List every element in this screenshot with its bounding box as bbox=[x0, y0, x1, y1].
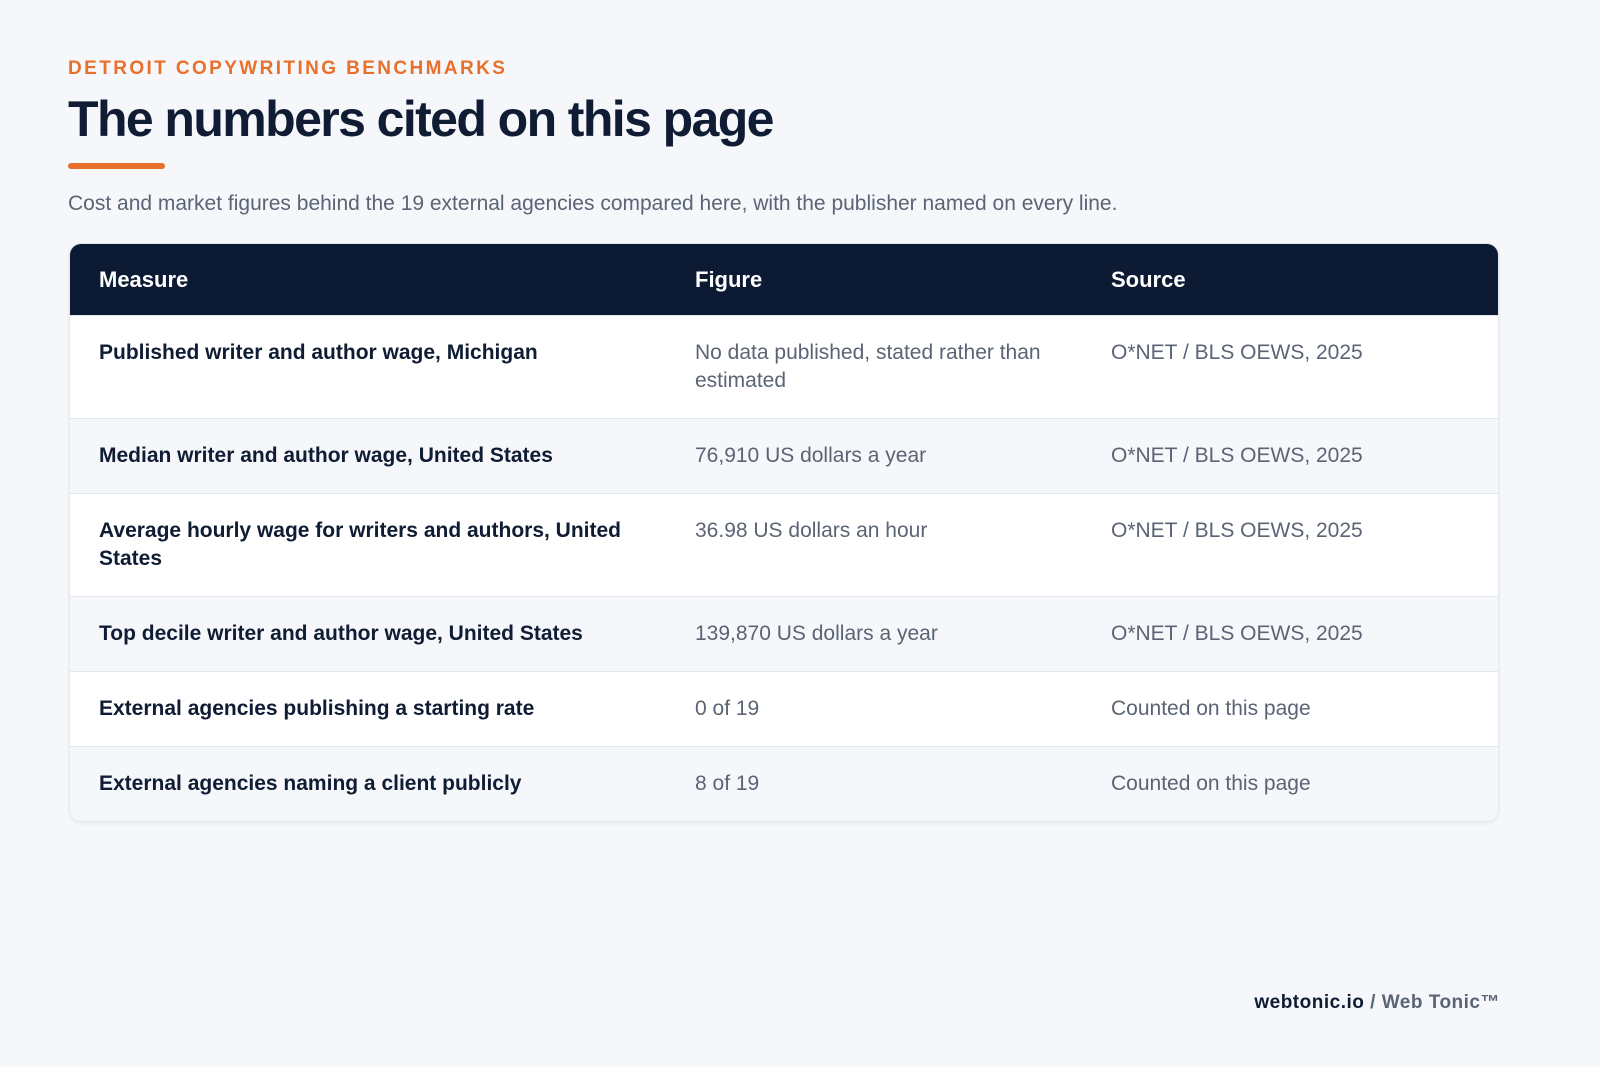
table-cell: O*NET / BLS OEWS, 2025 bbox=[1082, 315, 1498, 419]
table-cell: External agencies publishing a starting … bbox=[70, 671, 666, 747]
table-card: Measure Figure Source Published writer and… bbox=[69, 243, 1499, 822]
table-row: Median writer and author wage, United St… bbox=[70, 418, 1498, 494]
table-cell: No data published, stated rather than es… bbox=[666, 315, 1082, 419]
table-cell: 76,910 US dollars a year bbox=[666, 418, 1082, 494]
table-cell: 0 of 19 bbox=[666, 671, 1082, 747]
table: Measure Figure Source Published writer and… bbox=[70, 244, 1498, 821]
table-row: Average hourly wage for writers and auth… bbox=[70, 493, 1498, 597]
footer-separator: / bbox=[1370, 992, 1376, 1013]
table-row: External agencies publishing a starting … bbox=[70, 671, 1498, 747]
table-cell: Top decile writer and author wage, Unite… bbox=[70, 596, 666, 672]
table-cell: 139,870 US dollars a year bbox=[666, 596, 1082, 672]
accent-rule bbox=[68, 163, 165, 169]
table-cell: O*NET / BLS OEWS, 2025 bbox=[1082, 493, 1498, 597]
footer-site: webtonic.io bbox=[1254, 992, 1365, 1013]
table-cell: O*NET / BLS OEWS, 2025 bbox=[1082, 596, 1498, 672]
table-cell: O*NET / BLS OEWS, 2025 bbox=[1082, 418, 1498, 494]
table-cell: 36.98 US dollars an hour bbox=[666, 493, 1082, 597]
table-cell: 8 of 19 bbox=[666, 746, 1082, 821]
column-header: Figure bbox=[666, 244, 1082, 316]
table-cell: External agencies naming a client public… bbox=[70, 746, 666, 821]
table-row: External agencies naming a client public… bbox=[70, 746, 1498, 821]
table-cell: Counted on this page bbox=[1082, 671, 1498, 747]
table-cell: Counted on this page bbox=[1082, 746, 1498, 821]
table-cell: Average hourly wage for writers and auth… bbox=[70, 493, 666, 597]
footer-brand: Web Tonic™ bbox=[1381, 992, 1500, 1013]
title: The numbers cited on this page bbox=[68, 91, 774, 147]
column-header: Source bbox=[1082, 244, 1498, 316]
column-header: Measure bbox=[70, 244, 666, 316]
table-row: Published writer and author wage, Michig… bbox=[70, 315, 1498, 419]
table-cell: Published writer and author wage, Michig… bbox=[70, 315, 666, 419]
table-cell: Median writer and author wage, United St… bbox=[70, 418, 666, 494]
eyebrow: DETROIT COPYWRITING BENCHMARKS bbox=[68, 58, 508, 79]
header-row: Measure Figure Source bbox=[70, 244, 1498, 316]
footer: webtonic.io / Web Tonic™ bbox=[1254, 992, 1500, 1014]
subtitle: Cost and market figures behind the 19 ex… bbox=[68, 192, 1118, 215]
table-row: Top decile writer and author wage, Unite… bbox=[70, 596, 1498, 672]
